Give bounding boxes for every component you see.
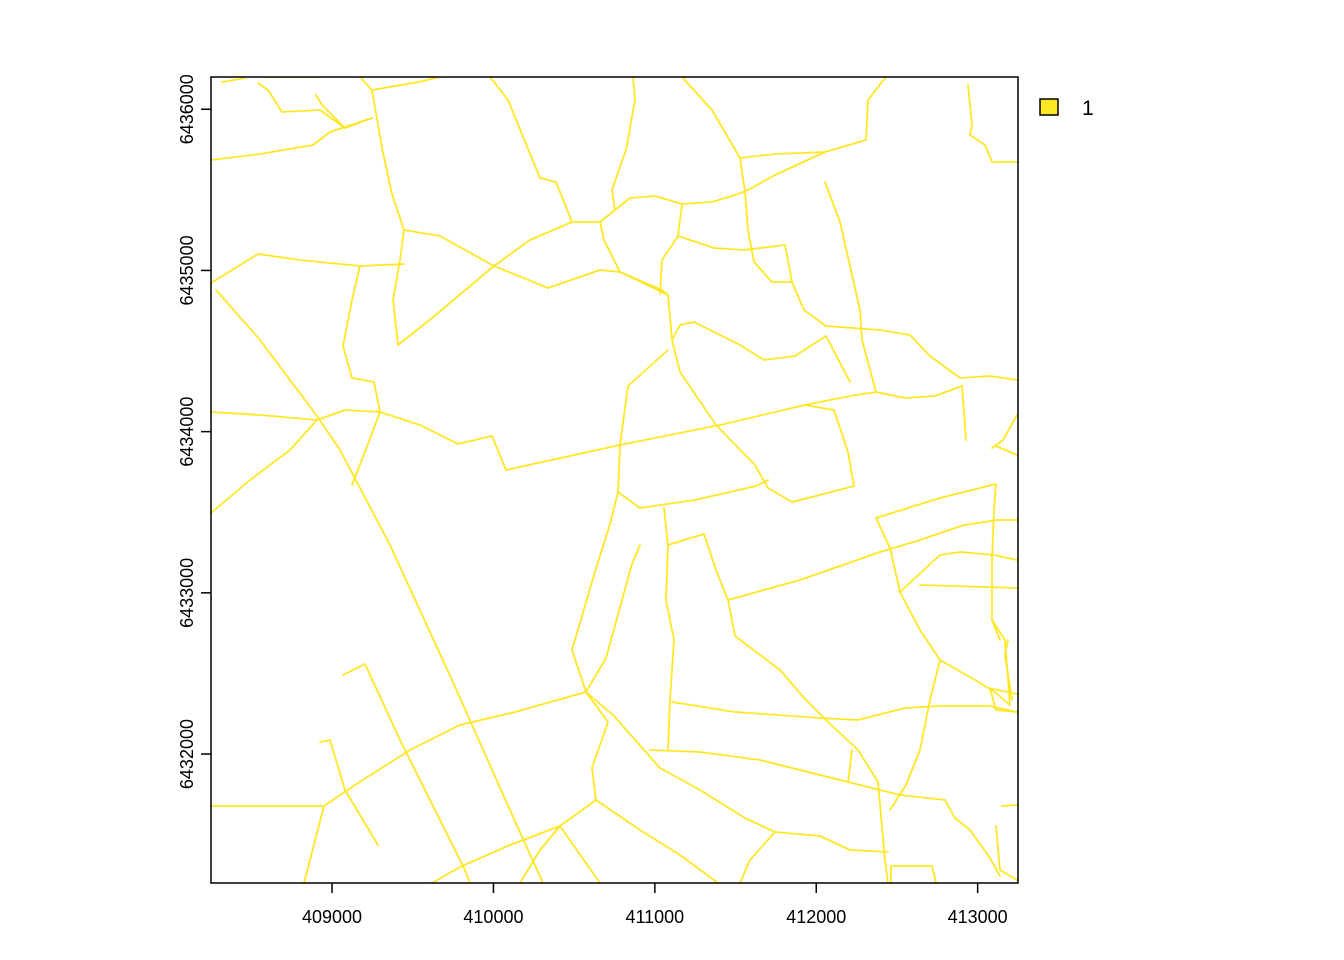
x-axis: 409000 410000 411000 412000 413000 <box>302 883 1008 927</box>
x-tick-label: 412000 <box>786 907 846 927</box>
road-segment <box>890 865 937 883</box>
road-segment <box>211 253 405 284</box>
road-segment <box>991 619 1001 641</box>
road-segment <box>899 551 1018 593</box>
road-segment <box>493 221 573 267</box>
road-segment <box>303 805 325 883</box>
road-segment <box>342 663 471 883</box>
road-segment <box>681 77 793 283</box>
road-segment <box>747 151 826 191</box>
y-tick-label: 6432000 <box>177 719 197 789</box>
road-segment <box>315 94 346 129</box>
road-segment <box>211 409 507 471</box>
road-segment <box>967 84 1018 163</box>
road-segment <box>211 117 373 161</box>
road-segment <box>211 691 889 853</box>
road-segment <box>211 419 318 514</box>
road-segment <box>571 491 619 693</box>
road-segment <box>397 265 495 346</box>
road-segment <box>889 659 941 811</box>
road-segment <box>667 294 967 503</box>
road-segment <box>649 749 1001 877</box>
road-segment <box>221 77 246 83</box>
road-segment <box>667 533 889 883</box>
road-segment <box>875 517 1018 695</box>
road-segment <box>995 445 1018 456</box>
y-tick-label: 6435000 <box>177 235 197 305</box>
road-segment <box>599 221 669 296</box>
plot-frame <box>210 76 1019 884</box>
road-segment <box>505 404 806 471</box>
road-segment <box>989 687 1018 713</box>
road-segment <box>995 825 1018 881</box>
y-tick-label: 6434000 <box>177 397 197 467</box>
road-segment <box>342 265 381 486</box>
road-segment <box>663 507 675 751</box>
road-segment <box>727 519 1018 601</box>
road-segment <box>611 77 636 211</box>
y-tick-label: 6436000 <box>177 74 197 144</box>
road-segment <box>671 701 1018 721</box>
road-segment <box>875 483 1011 706</box>
road-segment <box>659 235 679 295</box>
road-segment <box>319 739 379 846</box>
road-segment <box>824 181 877 393</box>
road-segment <box>519 825 601 883</box>
legend-label: 1 <box>1082 97 1094 120</box>
legend: 1 <box>1039 97 1094 120</box>
road-segment <box>739 77 887 159</box>
legend-swatch <box>1039 98 1059 116</box>
y-axis: 6432000 6433000 6434000 6435000 6436000 <box>177 74 211 789</box>
plot-background <box>211 77 1018 883</box>
road-segment <box>739 831 776 883</box>
road-segment <box>847 749 853 783</box>
road-segment <box>431 799 597 883</box>
x-tick-label: 413000 <box>948 907 1008 927</box>
road-segment <box>585 544 641 693</box>
x-tick-label: 409000 <box>302 907 362 927</box>
road-segment <box>215 289 544 883</box>
y-tick-label: 6433000 <box>177 558 197 628</box>
x-tick-label: 410000 <box>463 907 523 927</box>
road-segment <box>671 321 851 383</box>
x-tick-label: 411000 <box>625 907 684 927</box>
road-segment <box>1001 804 1018 807</box>
road-segment <box>677 203 1018 381</box>
road-segment <box>617 349 769 509</box>
road-segment <box>1004 639 1013 701</box>
road-network <box>211 77 1018 883</box>
plot-area <box>210 76 1019 884</box>
road-segment <box>919 584 1018 589</box>
road-segment <box>359 77 441 91</box>
